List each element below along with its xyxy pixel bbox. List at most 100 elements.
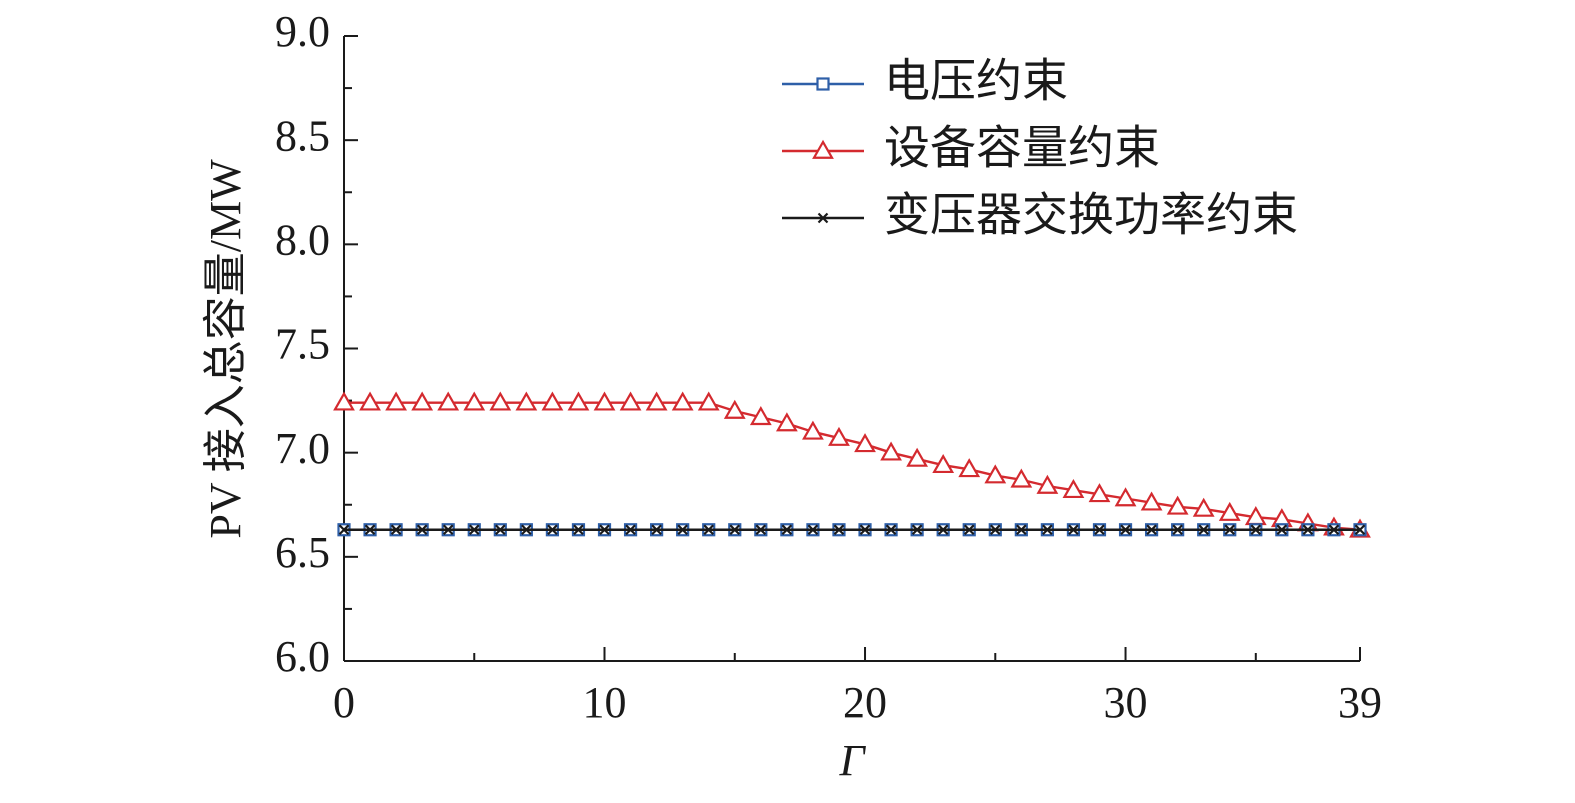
y-axis-label: PV 接入总容量/MW xyxy=(201,159,250,539)
data-point-triangle xyxy=(1166,495,1189,515)
data-point-x xyxy=(1250,524,1262,536)
x-tick-label: 10 xyxy=(583,678,627,727)
data-point-triangle xyxy=(775,412,798,432)
data-point-x xyxy=(859,524,871,536)
data-point-triangle xyxy=(541,391,564,411)
data-point-x xyxy=(390,524,402,536)
legend-label: 变压器交换功率约束 xyxy=(884,188,1298,242)
data-point-triangle xyxy=(1140,491,1163,511)
x-axis-label: Γ xyxy=(838,736,866,785)
data-point-x xyxy=(911,524,923,536)
data-point-x xyxy=(1094,524,1105,536)
data-point-triangle xyxy=(1036,474,1059,494)
data-point-x xyxy=(1172,524,1183,536)
data-point-x xyxy=(963,524,975,536)
data-point-x xyxy=(338,524,350,536)
x-tick-label: 20 xyxy=(843,678,887,727)
data-point-x xyxy=(468,524,480,536)
x-tick-label: 0 xyxy=(333,678,355,727)
data-point-x xyxy=(442,524,454,536)
data-point-x xyxy=(833,524,845,536)
legend-label: 电压约束 xyxy=(884,54,1068,108)
data-point-triangle xyxy=(906,447,929,467)
data-point-x xyxy=(781,524,793,536)
data-point-triangle xyxy=(1088,483,1111,503)
data-point-triangle xyxy=(463,391,486,411)
data-point-triangle xyxy=(359,391,381,411)
data-point-triangle xyxy=(854,433,876,453)
y-tick-label: 7.0 xyxy=(275,424,330,473)
data-point-x xyxy=(1120,524,1131,536)
y-tick-label: 6.5 xyxy=(275,528,330,577)
data-point-triangle xyxy=(958,458,981,478)
data-point-x xyxy=(651,524,662,536)
legend-item-2: 设备容量约束 xyxy=(782,121,1160,175)
data-point-x xyxy=(1198,524,1209,536)
x-ticks: 0 10 20 30 39 xyxy=(333,647,1382,727)
data-point-triangle xyxy=(645,391,668,411)
data-point-triangle xyxy=(828,426,850,446)
legend-item-1: 电压约束 xyxy=(782,54,1068,108)
data-point-x xyxy=(885,524,897,536)
data-point-triangle xyxy=(411,391,434,411)
data-point-x xyxy=(1302,524,1314,536)
data-point-x xyxy=(1354,524,1366,536)
legend-item-3: 变压器交换功率约束 xyxy=(782,188,1298,242)
legend-marker-square xyxy=(816,77,830,91)
data-point-triangle xyxy=(619,391,642,411)
data-point-x xyxy=(937,524,949,536)
data-point-triangle xyxy=(1010,468,1033,488)
x-tick-label: 30 xyxy=(1104,678,1148,727)
series-line xyxy=(344,401,1361,531)
data-point-x xyxy=(703,524,714,536)
data-point-triangle xyxy=(1192,497,1215,517)
data-point-x xyxy=(1068,524,1079,536)
data-point-triangle xyxy=(697,391,720,411)
data-point-x xyxy=(495,524,506,536)
data-point-x xyxy=(990,524,1001,536)
data-point-triangle xyxy=(880,441,902,461)
data-point-triangle xyxy=(437,391,460,411)
data-point-triangle xyxy=(723,399,746,419)
data-point-x xyxy=(1328,524,1340,536)
data-point-triangle xyxy=(671,391,694,411)
data-point-triangle xyxy=(385,391,407,411)
y-ticks: 6.0 6.5 7.0 7.5 8.0 8.5 9.0 xyxy=(275,7,358,681)
data-point-triangle xyxy=(593,391,616,411)
y-tick-label: 7.5 xyxy=(275,320,330,369)
data-point-triangle xyxy=(1062,478,1085,499)
y-tick-label: 8.0 xyxy=(275,215,330,264)
data-point-triangle xyxy=(802,420,824,440)
data-point-triangle xyxy=(515,391,538,411)
data-point-triangle xyxy=(333,391,355,411)
axes xyxy=(343,36,1360,662)
data-point-x xyxy=(625,524,636,536)
x-tick-label: 39 xyxy=(1338,678,1382,727)
y-tick-label: 9.0 xyxy=(275,7,330,56)
data-point-x xyxy=(807,524,819,536)
series-2 xyxy=(333,391,1371,538)
series-layer xyxy=(333,391,1371,538)
data-point-x xyxy=(364,524,376,536)
y-tick-label: 8.5 xyxy=(275,111,330,160)
data-point-x xyxy=(1042,524,1053,536)
data-point-triangle xyxy=(749,406,772,426)
data-point-x xyxy=(521,524,532,536)
data-point-x xyxy=(416,524,428,536)
data-point-x xyxy=(1224,524,1236,536)
data-point-triangle xyxy=(1218,501,1241,521)
data-point-x xyxy=(755,524,767,536)
data-point-triangle xyxy=(984,464,1007,484)
data-point-triangle xyxy=(932,453,955,474)
series-3 xyxy=(338,524,1366,536)
legend-marker-triangle xyxy=(812,139,834,159)
data-point-x xyxy=(1276,524,1288,536)
data-point-x xyxy=(547,524,558,536)
data-point-triangle xyxy=(489,391,512,411)
data-point-triangle xyxy=(1114,487,1137,507)
data-point-x xyxy=(677,524,688,536)
data-point-x xyxy=(1146,524,1157,536)
data-point-x xyxy=(1016,524,1027,536)
